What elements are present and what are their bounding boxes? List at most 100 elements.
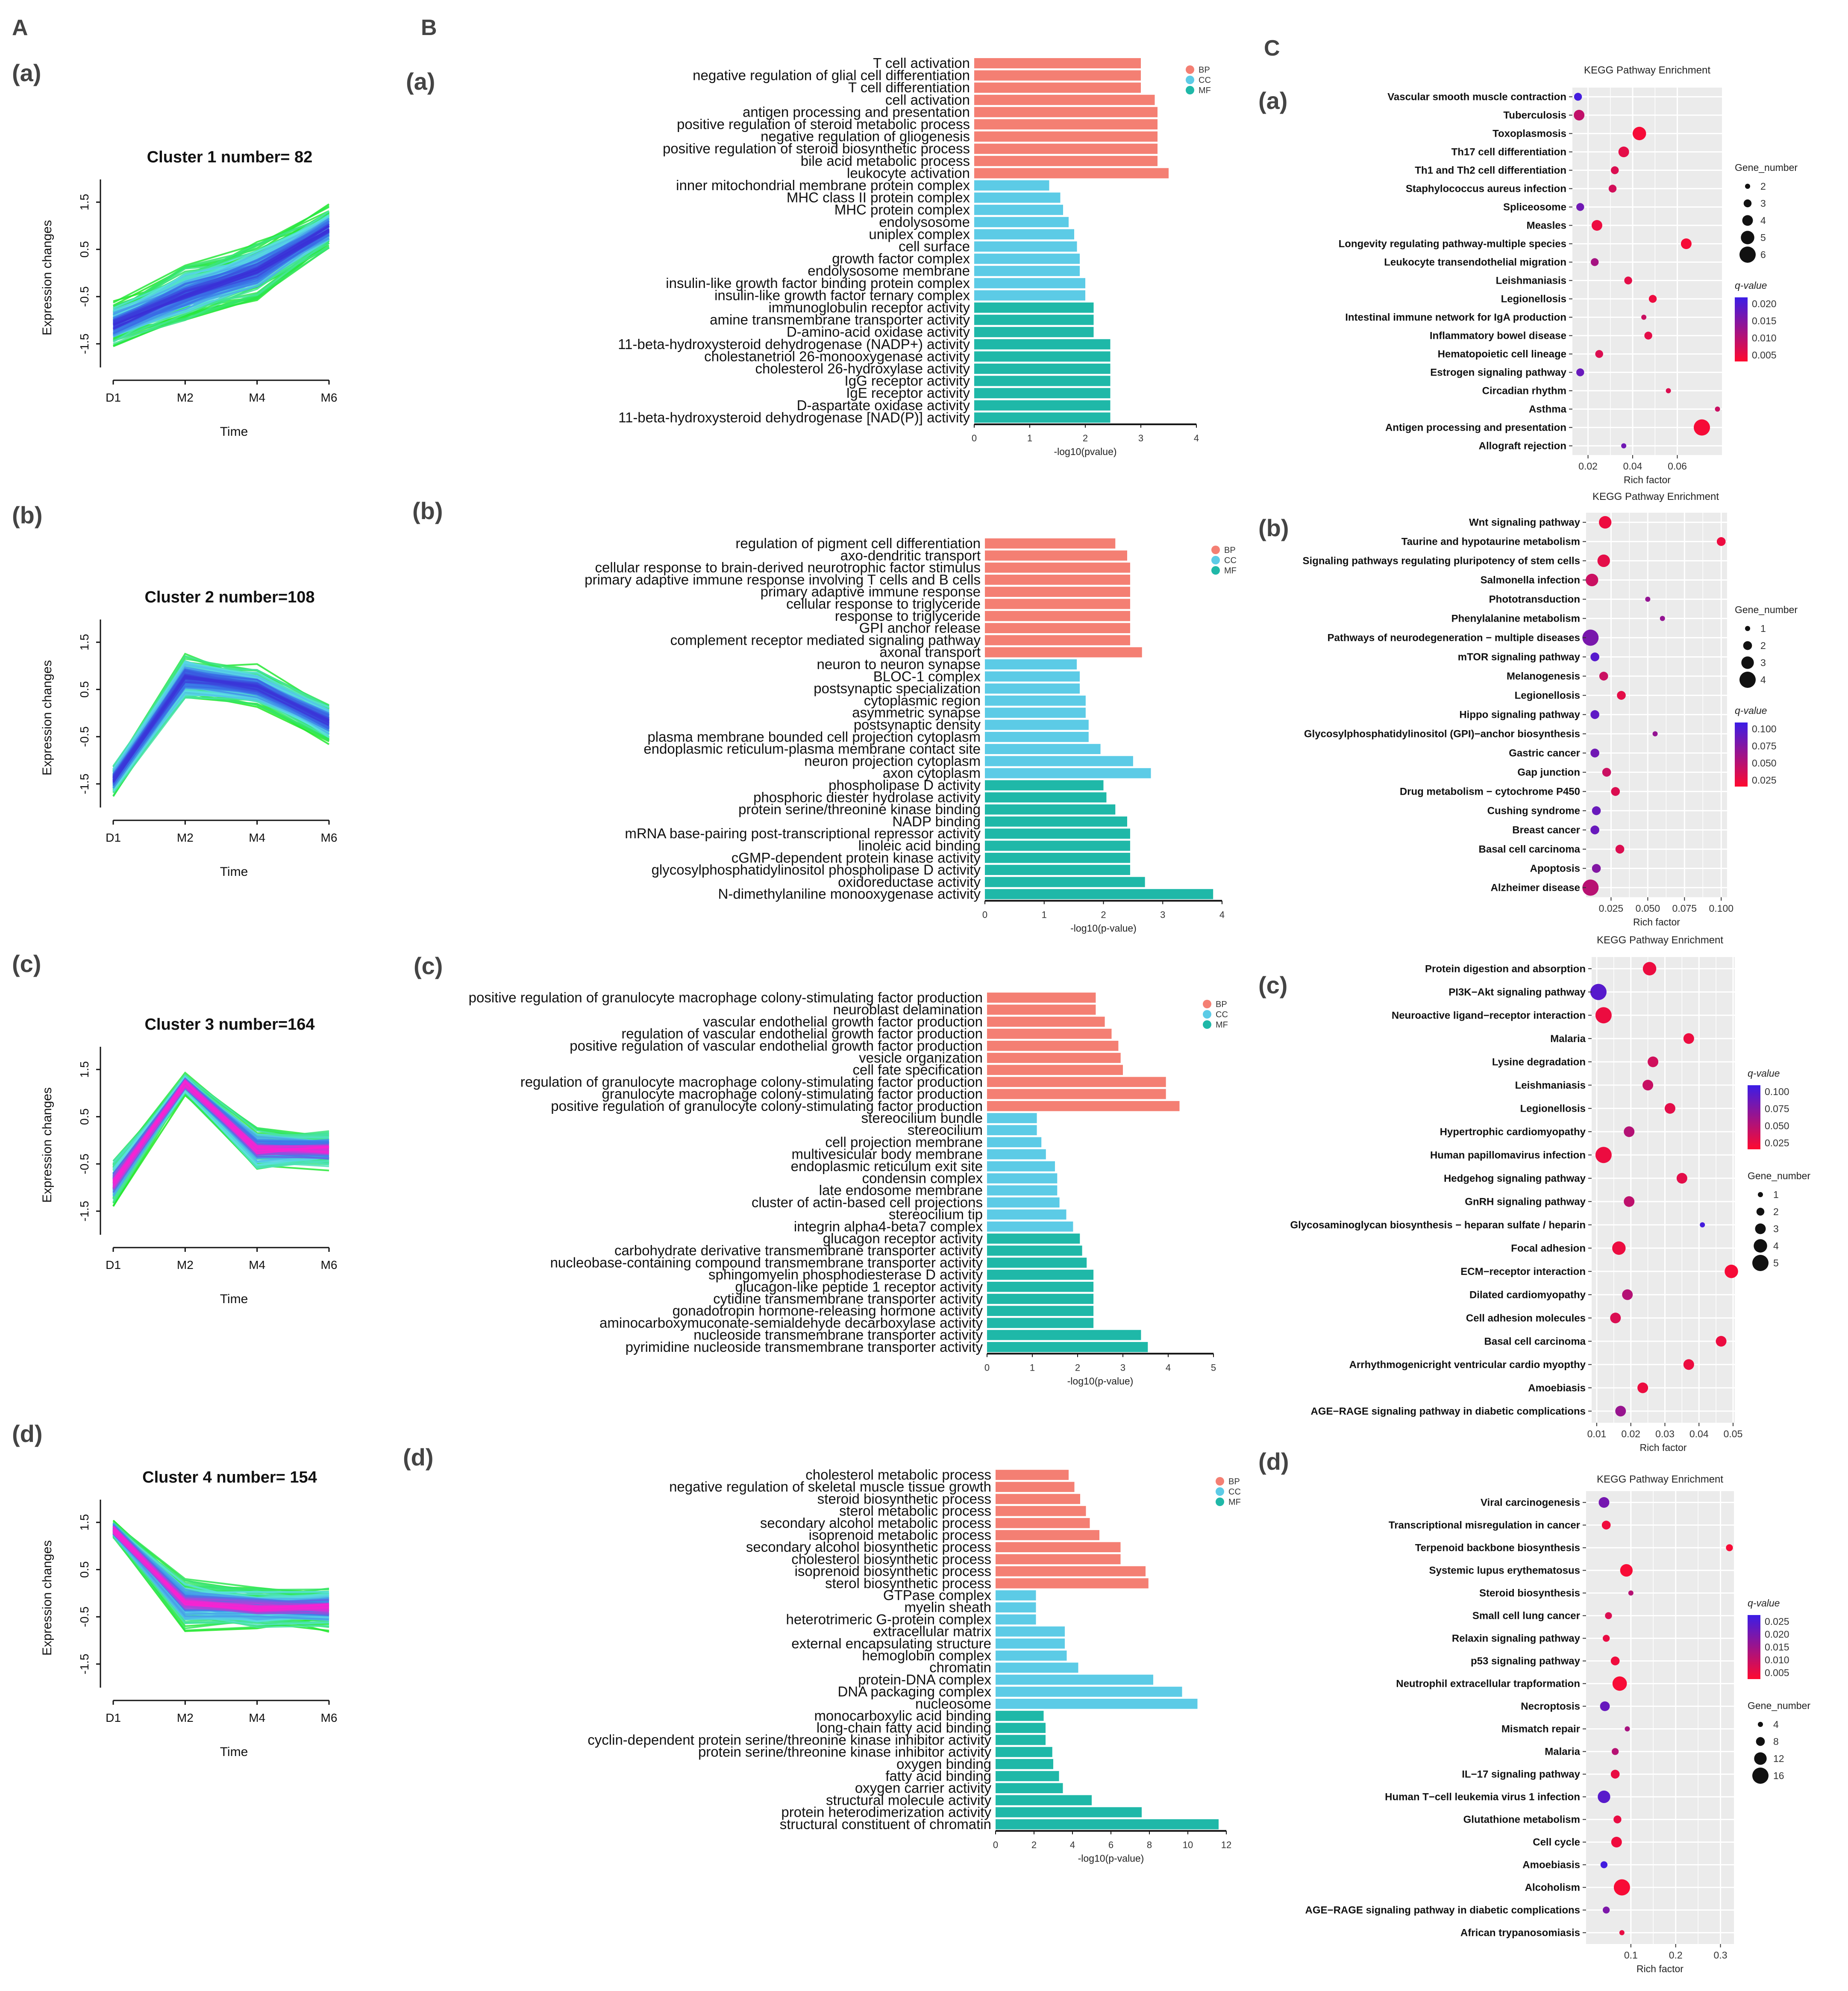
kegg-pathway-label: Apoptosis bbox=[1530, 863, 1580, 875]
x-tick-label: D1 bbox=[106, 1258, 121, 1272]
go-term-label: external encapsulating structure bbox=[791, 1636, 991, 1651]
go-bar bbox=[985, 731, 1089, 742]
kegg-point bbox=[1603, 1906, 1610, 1914]
section-label-B: B bbox=[421, 15, 437, 40]
go-term-label: D-amino-acid oxidase activity bbox=[787, 324, 970, 340]
go-term-label: structural constituent of chromatin bbox=[780, 1816, 991, 1832]
kegg-pathway-label: Cell adhesion molecules bbox=[1466, 1313, 1586, 1324]
kegg-x-tick-label: 0.06 bbox=[1668, 461, 1687, 472]
go-bar bbox=[974, 241, 1077, 252]
go-bar bbox=[985, 889, 1213, 899]
gene-number-legend-label: 3 bbox=[1773, 1223, 1779, 1234]
go-legend-label-mf: MF bbox=[1224, 566, 1237, 576]
x-axis-label: Time bbox=[220, 425, 248, 439]
kegg-pathway-label: Leukocyte transendothelial migration bbox=[1384, 257, 1566, 268]
x-tick-label: M6 bbox=[321, 1258, 338, 1272]
kegg-panel-label: (a) bbox=[1258, 87, 1287, 114]
go-legend-label-mf: MF bbox=[1199, 86, 1211, 95]
go-x-tick-label: 6 bbox=[1108, 1839, 1114, 1850]
go-term-label: negative regulation of skeletal muscle t… bbox=[669, 1479, 991, 1495]
kegg-point bbox=[1610, 1770, 1620, 1779]
go-term-label: oxygen carrier activity bbox=[855, 1780, 992, 1796]
gene-number-legend-label: 3 bbox=[1760, 657, 1766, 668]
go-bar bbox=[985, 671, 1080, 682]
go-bar bbox=[987, 1053, 1121, 1063]
gene-number-legend-dot bbox=[1756, 1737, 1765, 1746]
kegg-pathway-label: Lysine degradation bbox=[1492, 1056, 1586, 1068]
kegg-pathway-label: Steroid biosynthesis bbox=[1479, 1588, 1580, 1599]
kegg-point bbox=[1595, 350, 1603, 358]
kegg-x-tick-label: 0.075 bbox=[1672, 903, 1697, 914]
kegg-dot-plots: (a) KEGG Pathway Enrichment Vascular smoot… bbox=[1258, 65, 1810, 1974]
q-value-legend-label: 0.075 bbox=[1765, 1103, 1789, 1114]
gene-number-legend-dot bbox=[1745, 184, 1750, 189]
go-x-tick-label: 5 bbox=[1211, 1362, 1216, 1373]
kegg-point bbox=[1599, 516, 1612, 529]
section-label-C: C bbox=[1264, 36, 1280, 61]
kegg-point bbox=[1574, 93, 1582, 101]
go-term-label: negative regulation of glial cell differ… bbox=[693, 68, 970, 83]
kegg-pathway-label: Pathways of neurodegeneration − multiple… bbox=[1327, 632, 1580, 644]
go-bar bbox=[996, 1795, 1092, 1806]
go-term-label: regulation of granulocyte macrophage col… bbox=[520, 1074, 983, 1089]
kegg-point bbox=[1715, 406, 1720, 412]
go-bar bbox=[974, 314, 1094, 325]
go-term-label: aminocarboxymuconate-semialdehyde decarb… bbox=[599, 1315, 983, 1330]
go-term-label: extracellular matrix bbox=[873, 1624, 991, 1639]
kegg-pathway-label: Basal cell carcinoma bbox=[1484, 1336, 1586, 1347]
go-bar bbox=[996, 1723, 1046, 1733]
kegg-point bbox=[1622, 1289, 1633, 1300]
go-term-label: protein serine/threonine kinase inhibito… bbox=[698, 1744, 992, 1760]
kegg-pathway-label: mTOR signaling pathway bbox=[1458, 652, 1581, 663]
go-term-label: cholesterol 26-hydroxylase activity bbox=[755, 361, 970, 376]
go-bar bbox=[996, 1626, 1065, 1637]
kegg-x-axis-label: Rich factor bbox=[1624, 474, 1671, 485]
go-term-label: oxidoreductase activity bbox=[838, 874, 981, 890]
go-bar bbox=[974, 70, 1141, 81]
go-term-label: positive regulation of granulocyte colon… bbox=[551, 1098, 983, 1114]
kegg-point bbox=[1590, 749, 1599, 758]
go-bar bbox=[987, 1004, 1096, 1015]
cluster-panel-label: (b) bbox=[12, 502, 43, 529]
x-tick-label: M4 bbox=[249, 391, 265, 404]
expression-profile-line bbox=[113, 233, 330, 334]
y-tick-label: -0.5 bbox=[78, 1154, 91, 1174]
kegg-pathway-label: Mismatch repair bbox=[1501, 1724, 1580, 1735]
go-x-tick-label: 4 bbox=[1070, 1839, 1075, 1850]
go-legend-label-bp: BP bbox=[1199, 65, 1210, 75]
kegg-point bbox=[1610, 1656, 1620, 1665]
cluster-plots: (a) Cluster 1 number= 82 1.5 0.5 -0.5 -1.5 D1 M… bbox=[12, 59, 337, 1759]
kegg-pathway-label: Th17 cell differentiation bbox=[1451, 147, 1566, 158]
go-term-label: MHC class II protein complex bbox=[787, 190, 970, 206]
go-bar bbox=[974, 229, 1074, 240]
go-term-label: IgG receptor activity bbox=[845, 373, 970, 389]
go-bar bbox=[987, 1342, 1148, 1352]
kegg-point bbox=[1612, 1241, 1626, 1255]
kegg-point bbox=[1666, 388, 1671, 394]
q-value-legend-label: 0.015 bbox=[1752, 315, 1777, 326]
go-bar bbox=[996, 1602, 1036, 1613]
kegg-pathway-label: Signaling pathways regulating pluripoten… bbox=[1303, 555, 1580, 567]
kegg-pathway-label: Alzheimer disease bbox=[1491, 882, 1580, 894]
kegg-pathway-label: Glycosylphosphatidylinositol (GPI)−ancho… bbox=[1304, 728, 1580, 740]
kegg-pathway-label: Taurine and hypotaurine metabolism bbox=[1401, 536, 1580, 548]
go-term-label: regulation of pigment cell differentiati… bbox=[735, 535, 981, 551]
go-bar bbox=[985, 756, 1133, 766]
go-bar bbox=[987, 1257, 1087, 1268]
expression-profile-line bbox=[112, 1531, 329, 1620]
kegg-point bbox=[1621, 443, 1627, 449]
go-bar bbox=[987, 1028, 1112, 1039]
kegg-point bbox=[1644, 332, 1652, 340]
go-bar bbox=[974, 339, 1111, 349]
gene-number-legend-label: 5 bbox=[1773, 1257, 1779, 1269]
kegg-plot-background bbox=[1592, 957, 1735, 1423]
go-legend-label-bp: BP bbox=[1228, 1477, 1240, 1486]
go-x-axis-label: -log10(pvalue) bbox=[1054, 446, 1116, 457]
kegg-point bbox=[1641, 314, 1647, 320]
go-term-label: vesicle organization bbox=[859, 1050, 983, 1066]
x-tick-label: M4 bbox=[249, 1711, 265, 1724]
go-bar bbox=[996, 1542, 1121, 1553]
kegg-pathway-label: Focal adhesion bbox=[1511, 1242, 1586, 1254]
kegg-point bbox=[1716, 1336, 1727, 1347]
